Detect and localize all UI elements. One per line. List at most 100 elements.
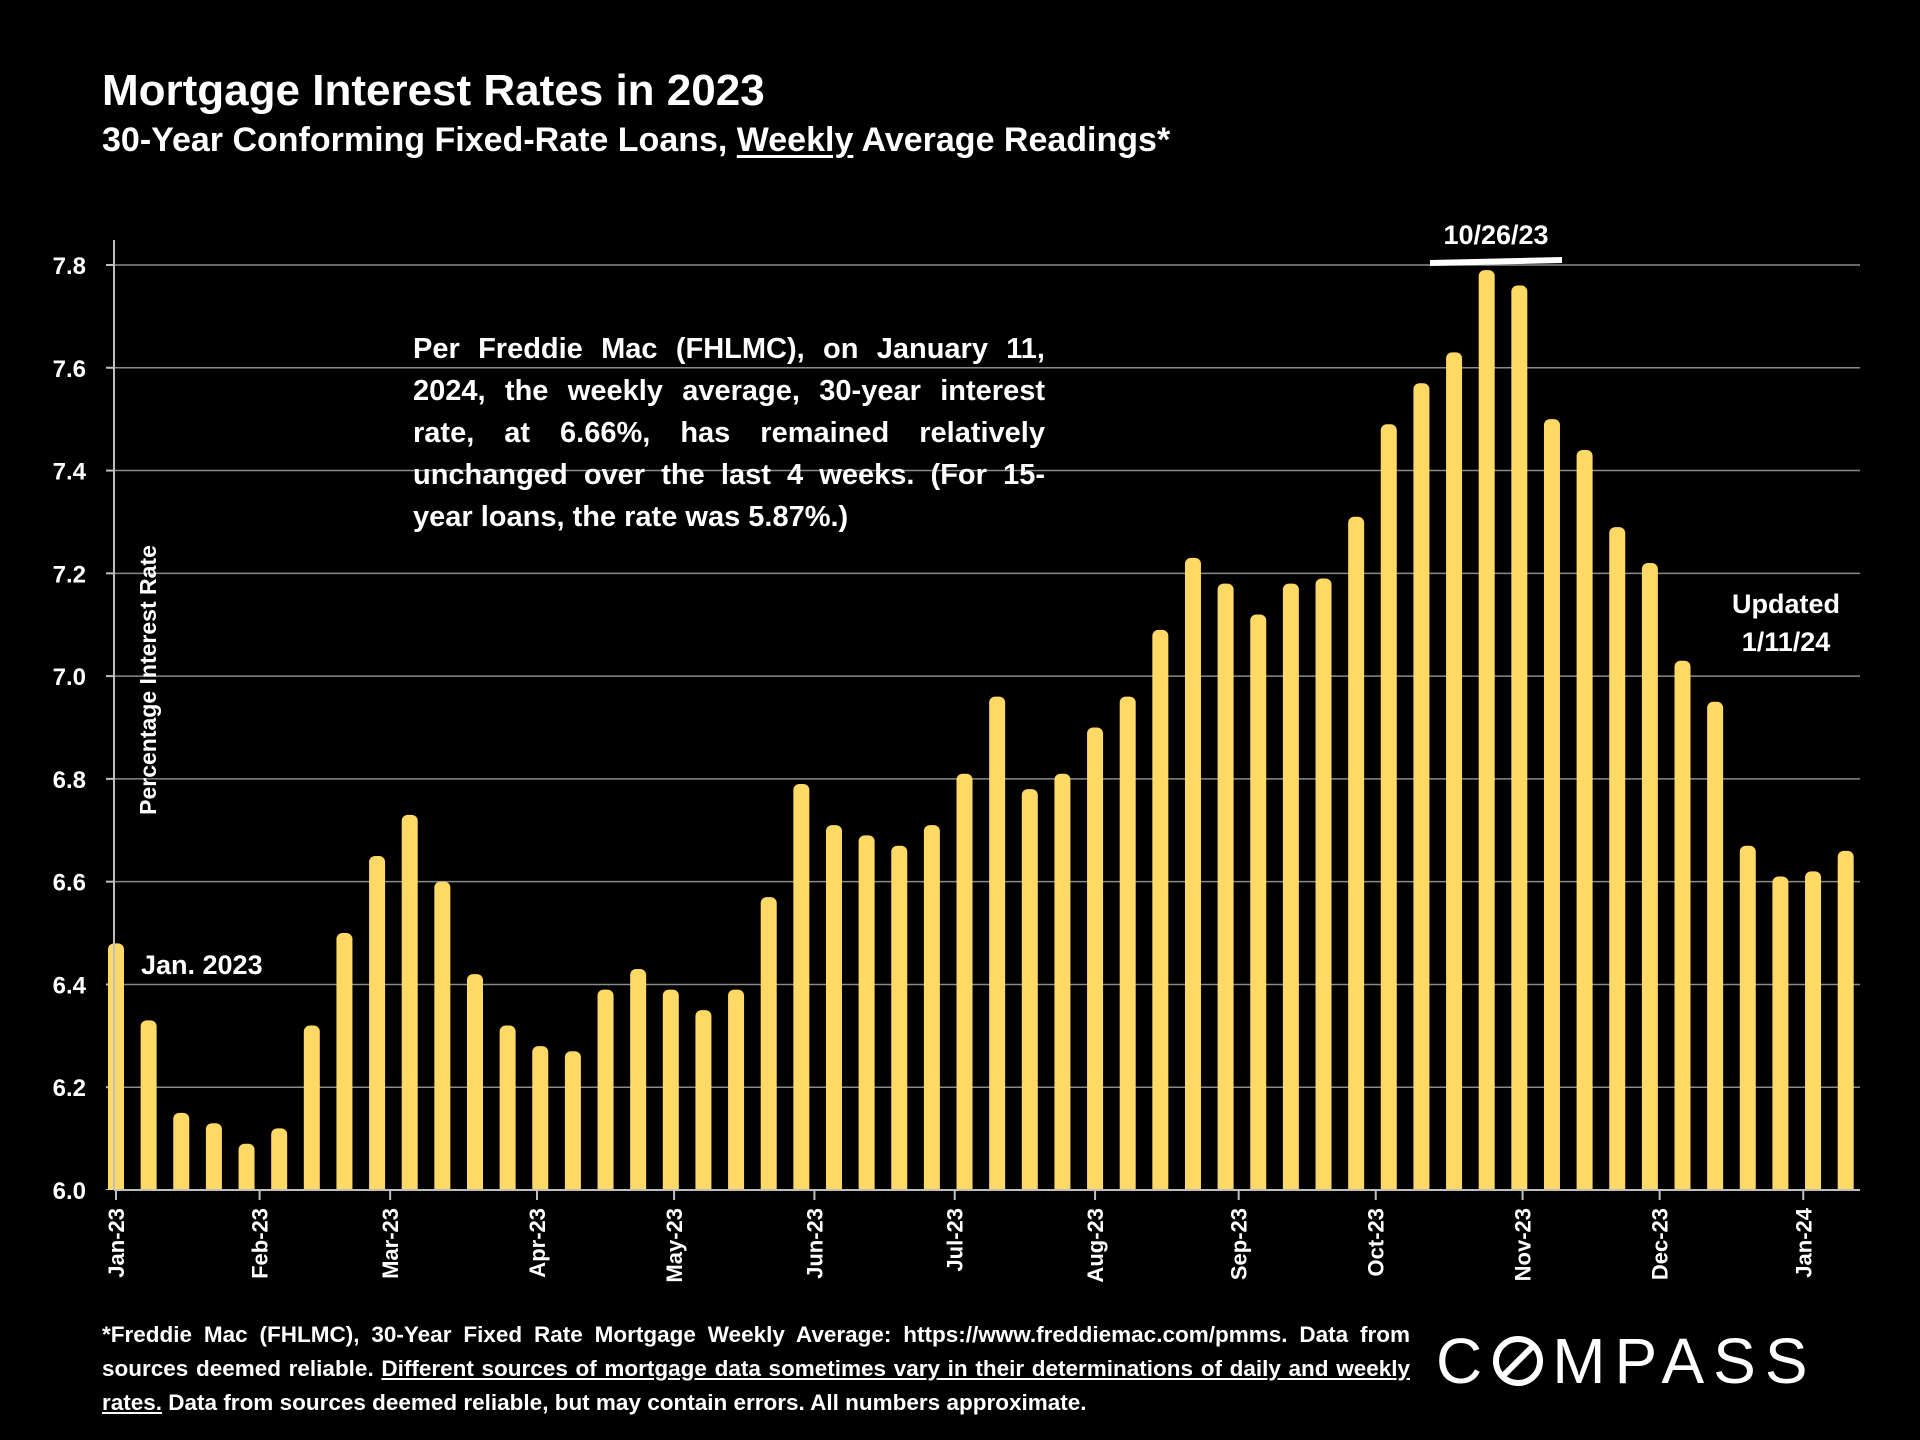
- y-tick-label: 6.4: [53, 972, 87, 999]
- bar: [1021, 789, 1038, 1198]
- bar: [858, 835, 875, 1198]
- x-tick-label: Jan-24: [1791, 1207, 1816, 1277]
- bar: [1152, 629, 1169, 1198]
- bar: [532, 1046, 549, 1198]
- x-tick-label: Jun-23: [802, 1208, 827, 1279]
- bar: [303, 1025, 320, 1198]
- x-tick-label: May-23: [662, 1208, 687, 1283]
- bar: [1250, 614, 1267, 1198]
- bar: [989, 696, 1006, 1198]
- y-tick-label: 7.4: [53, 459, 87, 486]
- bar: [923, 825, 940, 1198]
- x-tick-label: Apr-23: [525, 1208, 550, 1278]
- bar: [1837, 850, 1854, 1198]
- y-tick-label: 7.2: [53, 561, 86, 588]
- bar: [1282, 583, 1299, 1198]
- chart-title: Mortgage Interest Rates in 2023: [102, 66, 765, 115]
- annotation-updated-line1: Updated: [1732, 589, 1840, 619]
- compass-o-icon: [1493, 1336, 1544, 1386]
- annotation-peak-date: 10/26/23: [1443, 220, 1548, 250]
- peak-marker-line: [1429, 257, 1563, 266]
- bar: [401, 814, 418, 1198]
- footnote-disclaimer-underlined: Different sources of mortgage data somet…: [102, 1356, 1411, 1415]
- bar: [140, 1020, 157, 1198]
- y-tick-label: 7.0: [53, 664, 86, 691]
- bar: [1380, 424, 1397, 1198]
- x-tick-label: Mar-23: [378, 1208, 403, 1279]
- bar: [1446, 352, 1463, 1199]
- bar: [499, 1025, 516, 1198]
- x-tick-label: Aug-23: [1083, 1208, 1108, 1283]
- bar: [597, 989, 614, 1198]
- annotation-jan-2023: Jan. 2023: [141, 950, 263, 980]
- x-tick-label: Dec-23: [1648, 1208, 1673, 1280]
- footnote: *Freddie Mac (FHLMC), 30-Year Fixed Rate…: [102, 1318, 1410, 1420]
- y-tick-label: 6.0: [53, 1178, 86, 1205]
- logo-text-rest: MPASS: [1552, 1325, 1817, 1397]
- bar: [1543, 419, 1560, 1199]
- bar: [369, 855, 386, 1198]
- bar: [1184, 557, 1201, 1198]
- footnote-source: *Freddie Mac (FHLMC), 30-Year Fixed Rate…: [102, 1322, 1410, 1381]
- x-tick-label: Oct-23: [1364, 1208, 1389, 1276]
- bar: [271, 1128, 288, 1198]
- bar: [728, 989, 745, 1198]
- axis-mask: [94, 1190, 1880, 1230]
- bar: [956, 773, 973, 1198]
- bar: [238, 1143, 255, 1198]
- y-axis-label: Percentage Interest Rate: [135, 545, 161, 815]
- subtitle-part-2: Average Readings*: [853, 121, 1171, 159]
- bar: [1641, 563, 1658, 1198]
- x-tick-label: Nov-23: [1511, 1208, 1536, 1281]
- x-tick-labels: Jan-23 Feb-23 Mar-23 Apr-23 May-23 Jun-23 Jul-…: [104, 1190, 1816, 1283]
- bar: [1674, 660, 1691, 1198]
- bar: [1707, 701, 1724, 1198]
- y-tick-labels: 6.0 6.2 6.4 6.6 6.8 7.0 7.2 7.4 7.6 7.8: [53, 253, 87, 1205]
- bar: [1772, 876, 1789, 1198]
- bar: [1413, 383, 1430, 1198]
- y-tick-label: 6.2: [53, 1075, 86, 1102]
- bar: [173, 1112, 190, 1198]
- bar: [1315, 578, 1332, 1198]
- bar: [793, 784, 810, 1198]
- bar: [630, 969, 647, 1198]
- bar: [695, 1010, 712, 1198]
- x-tick-label: Sep-23: [1227, 1208, 1252, 1280]
- bar: [1739, 845, 1756, 1198]
- x-tick-label: Jul-23: [943, 1208, 968, 1272]
- y-tick-label: 6.6: [53, 870, 86, 897]
- rate-note: Per Freddie Mac (FHLMC), on January 11, …: [413, 333, 1045, 533]
- y-tick-label: 7.8: [53, 253, 86, 280]
- bar: [1805, 871, 1822, 1198]
- bar: [1087, 727, 1104, 1198]
- chart-subtitle: 30-Year Conforming Fixed-Rate Loans, Wee…: [102, 120, 1170, 160]
- bar: [825, 825, 842, 1198]
- bar: [1054, 773, 1071, 1198]
- bar: [205, 1123, 222, 1198]
- footnote-disclaimer: Data from sources deemed reliable, but m…: [162, 1390, 1087, 1415]
- bar: [1609, 527, 1626, 1198]
- axes: [94, 240, 1880, 1230]
- bar: [1119, 696, 1136, 1198]
- bar: [108, 943, 124, 1198]
- compass-logo: C MPASS: [1436, 1326, 1846, 1396]
- bar: [434, 881, 451, 1198]
- logo-text-c: C: [1436, 1325, 1492, 1397]
- bar: [1478, 270, 1495, 1198]
- bar: [336, 933, 353, 1198]
- bar: [760, 897, 777, 1198]
- bar: [662, 989, 679, 1198]
- bar: [466, 974, 483, 1198]
- bar: [1511, 285, 1528, 1198]
- subtitle-part-1: 30-Year Conforming Fixed-Rate Loans,: [102, 121, 737, 159]
- x-tick-label: Feb-23: [248, 1208, 273, 1279]
- bar: [1217, 583, 1234, 1198]
- bar: [1576, 450, 1593, 1198]
- bars: [108, 270, 1854, 1199]
- y-tick-label: 7.6: [53, 356, 86, 383]
- bar: [1348, 516, 1365, 1198]
- bar: [564, 1051, 581, 1198]
- bar: [891, 845, 908, 1198]
- x-tick-label: Jan-23: [104, 1208, 129, 1278]
